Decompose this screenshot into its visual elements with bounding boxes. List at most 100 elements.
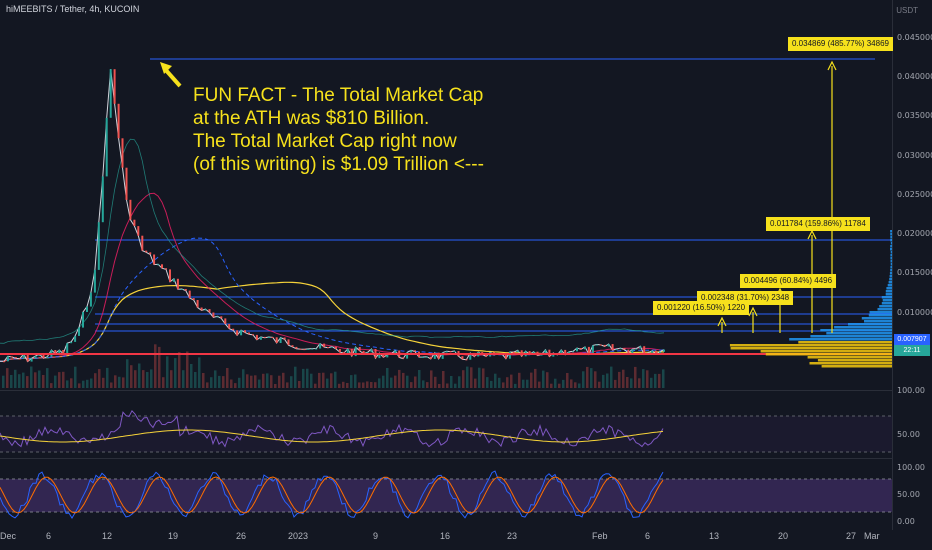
volume-bar (118, 376, 121, 388)
profile-bar (881, 302, 892, 305)
candle (564, 349, 567, 355)
volume-bar (210, 377, 213, 388)
volume-bar (550, 383, 553, 388)
arrow-head (807, 229, 817, 240)
candle (299, 348, 302, 350)
volume-bar (494, 373, 497, 388)
candle (378, 353, 381, 359)
volume-bar (418, 370, 421, 388)
volume-bar (574, 382, 577, 388)
profile-bar (798, 341, 892, 344)
volume-bar (22, 372, 25, 388)
candle (485, 354, 488, 357)
stoch-band (0, 479, 892, 512)
volume-bar (442, 371, 445, 388)
fun-fact-annotation: FUN FACT - The Total Market Cap at the A… (193, 84, 533, 176)
candle (224, 318, 227, 324)
candle (603, 344, 606, 347)
price-unit: USDT (896, 6, 918, 15)
candle (228, 324, 231, 329)
candle (516, 350, 519, 353)
candle (445, 351, 448, 353)
target-arrows (717, 60, 837, 333)
volume-bar (346, 383, 349, 388)
volume-bar (242, 369, 245, 388)
candle (437, 352, 440, 359)
rsi-line (0, 409, 664, 448)
candle (22, 354, 25, 359)
volume-bar (58, 372, 61, 388)
volume-bar (446, 383, 449, 388)
candle (232, 328, 235, 331)
candle (149, 252, 152, 255)
volume-bar (82, 380, 85, 388)
volume-bar (50, 383, 53, 388)
volume-bar (170, 370, 173, 388)
volume-bar (602, 374, 605, 388)
rsi-axis-label: 100.00 (897, 386, 925, 395)
volume-bar (410, 382, 413, 388)
volume-bar (486, 377, 489, 388)
candle (370, 349, 373, 353)
target-label[interactable]: 0.001220 (16.50%) 1220 (653, 301, 750, 315)
candle (631, 349, 634, 354)
volume-bar (522, 379, 525, 388)
time-label: Dec (0, 531, 17, 541)
profile-bar (879, 305, 892, 308)
volume-bar (206, 382, 209, 388)
candle (125, 167, 128, 200)
candle (295, 346, 298, 349)
volume-bar (334, 371, 337, 388)
candle (572, 351, 575, 353)
target-label[interactable]: 0.004496 (60.84%) 4496 (740, 274, 837, 288)
volume-bar (594, 371, 597, 388)
candle (327, 347, 329, 348)
volume-bar (534, 368, 537, 388)
profile-bar (890, 263, 892, 266)
candle (113, 69, 116, 104)
target-label[interactable]: 0.034869 (485.77%) 34869 (788, 37, 893, 51)
candle (172, 278, 175, 282)
profile-bar (817, 359, 892, 362)
volume-bar (318, 372, 321, 388)
candle (346, 348, 349, 354)
volume-bar (90, 378, 93, 388)
annotation-line: FUN FACT - The Total Market Cap (193, 85, 484, 106)
profile-bar (887, 284, 892, 287)
volume-bar (306, 368, 309, 388)
candle (93, 269, 96, 293)
volume-bar (270, 375, 273, 388)
candle (180, 289, 183, 290)
target-label[interactable]: 0.011784 (159.86%) 11784 (766, 217, 870, 231)
rsi-ma-line (0, 429, 664, 443)
candle (58, 350, 61, 354)
price-label: 0.015000 (897, 268, 932, 277)
volume-bar (222, 376, 225, 388)
profile-bar (730, 347, 892, 350)
candle (82, 312, 84, 328)
candle (216, 316, 219, 318)
volume-bar (490, 380, 493, 388)
candle (512, 352, 515, 353)
candle (26, 354, 29, 362)
stoch-k-line (0, 470, 664, 519)
candle (331, 346, 333, 348)
candle (255, 334, 258, 340)
volume-bar (582, 371, 585, 388)
volume-bar (2, 375, 5, 388)
volume-bar (10, 375, 13, 388)
volume-bar (114, 375, 117, 388)
volume-bar (498, 377, 501, 388)
time-label: 13 (709, 531, 720, 541)
volume-bar (6, 368, 9, 388)
candle (623, 348, 626, 350)
annotation-line: at the ATH was $810 Billion. (193, 108, 430, 129)
profile-bar (889, 278, 892, 281)
candle (469, 352, 472, 360)
volume-bar (322, 372, 325, 388)
volume-bar (530, 372, 533, 388)
candle (263, 336, 266, 338)
arrow-head (748, 306, 758, 317)
